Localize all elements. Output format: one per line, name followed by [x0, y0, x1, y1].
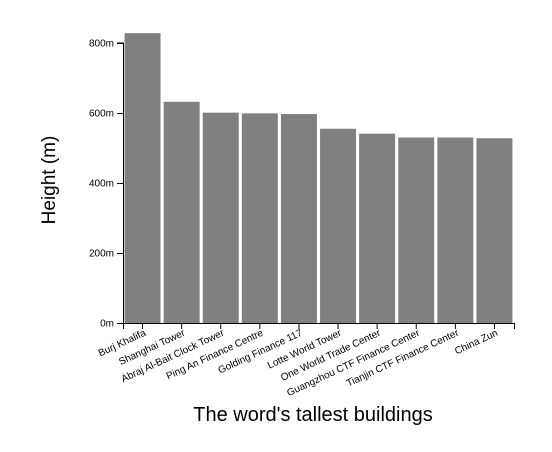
bar-burj-khalifa: [124, 33, 161, 323]
bar-lotte-world-tower: [320, 128, 357, 323]
bars-group: [124, 33, 513, 324]
bar-ping-an-finance-centre: [241, 113, 278, 323]
y-tick-label-400: 400m: [89, 179, 114, 190]
y-tick-label-600: 600m: [89, 109, 114, 120]
x-tick-label-china-zun: China Zun: [453, 328, 499, 357]
bar-one-world-trade-center: [359, 133, 396, 323]
y-tick-label-200: 200m: [89, 249, 114, 260]
x-axis-title: The word's tallest buildings: [193, 404, 433, 426]
bar-guangzhou-ctf-finance-center: [398, 137, 435, 323]
bar-abraj-al-bait-clock-tower: [202, 112, 239, 324]
bar-shanghai-tower: [163, 101, 200, 323]
bar-tianjin-ctf-finance-center: [437, 137, 474, 323]
y-axis: 0m 200m 400m 600m 800m: [89, 39, 124, 330]
y-axis-title: Height (m): [39, 136, 60, 225]
y-tick-label-0: 0m: [100, 319, 114, 330]
x-axis-line: [123, 323, 515, 329]
bar-china-zun: [476, 138, 513, 323]
bar-golding-finance-117: [280, 114, 317, 323]
y-tick-label-800: 800m: [89, 39, 114, 50]
